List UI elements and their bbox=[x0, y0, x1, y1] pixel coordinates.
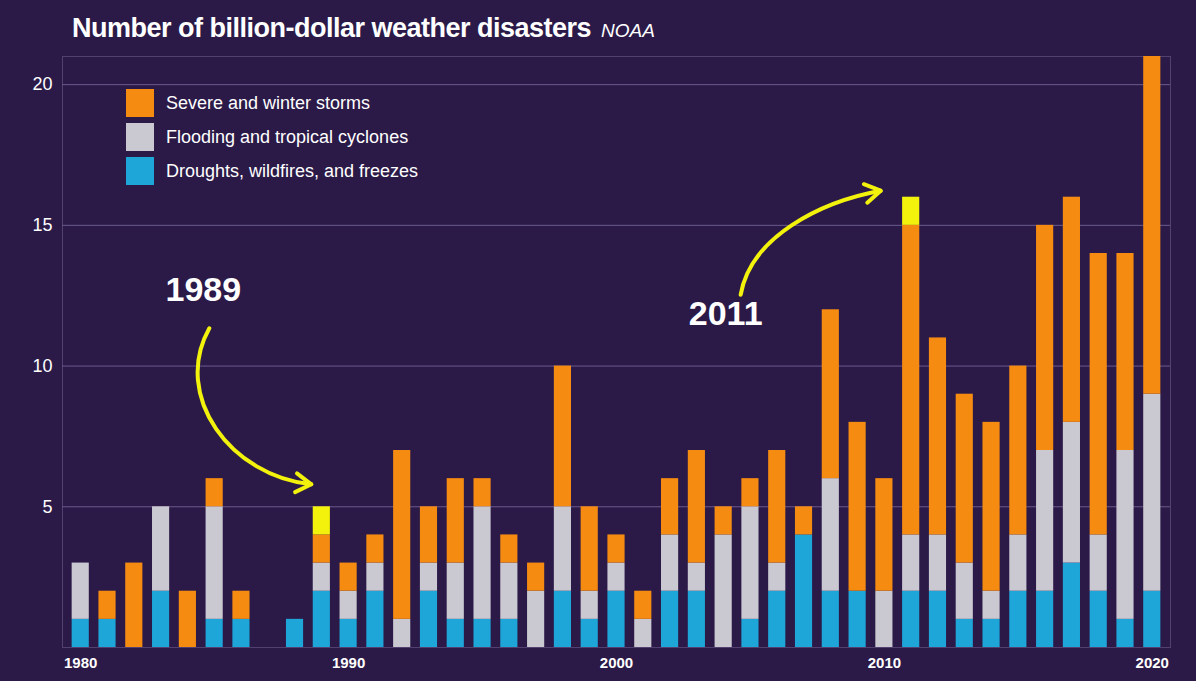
svg-text:2010: 2010 bbox=[868, 654, 901, 671]
svg-text:20: 20 bbox=[32, 74, 52, 94]
html-text:Flooding and tropical cyclones: Flooding and tropical cyclones bbox=[166, 126, 409, 147]
html-text:Number of billion-dollar weath: Number of billion-dollar weather disaste… bbox=[72, 13, 655, 43]
svg-text:15: 15 bbox=[32, 215, 52, 235]
svg-text:1989: 1989 bbox=[165, 270, 241, 308]
html-text:Droughts, wildfires, and freez: Droughts, wildfires, and freezes bbox=[166, 160, 419, 181]
svg-text:2000: 2000 bbox=[600, 654, 633, 671]
svg-text:5: 5 bbox=[42, 497, 52, 517]
svg-text:1990: 1990 bbox=[332, 654, 365, 671]
html-text:Severe and winter storms: Severe and winter storms bbox=[166, 92, 371, 113]
svg-text:2020: 2020 bbox=[1136, 654, 1169, 671]
svg-text:2011: 2011 bbox=[689, 294, 763, 332]
svg-text:1980: 1980 bbox=[64, 654, 97, 671]
svg-text:10: 10 bbox=[32, 356, 52, 376]
